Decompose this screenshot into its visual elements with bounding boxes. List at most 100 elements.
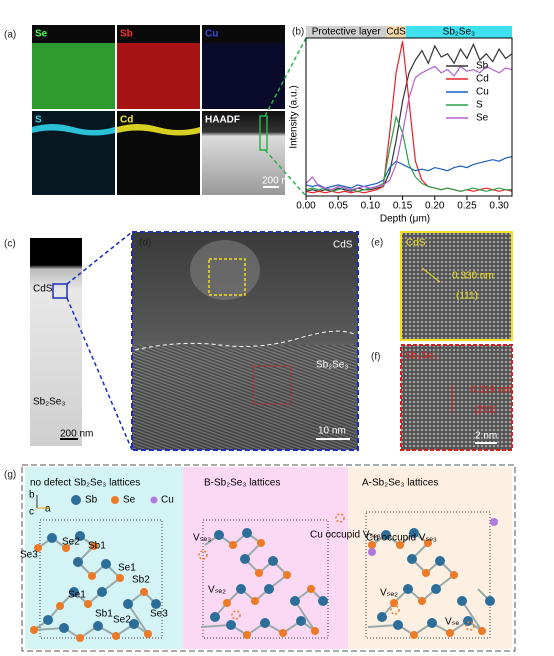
plot-area (306, 38, 512, 196)
axis-label: a (45, 504, 51, 515)
scale-bar-label: 10 nm (318, 426, 346, 437)
axis-label: b (29, 490, 35, 501)
vacancy (465, 621, 475, 631)
bond (294, 600, 316, 632)
region-box (252, 365, 292, 405)
tem-image (30, 238, 82, 446)
sb-atom (101, 559, 111, 569)
atom-label: Sb1 (95, 609, 113, 620)
se-atom (255, 569, 263, 577)
spacing-marker (421, 267, 441, 283)
map-label: HAADF (205, 115, 240, 126)
layer-label: CdS (386, 27, 406, 38)
phase-label: Sb₂Se₃ (316, 360, 348, 371)
phase-label: CdS (406, 238, 426, 249)
se-atom (34, 544, 42, 552)
scale-bar (475, 442, 497, 444)
atom-label: Se3 (20, 550, 38, 561)
map-label: Sb (120, 29, 133, 40)
map-label: Se (35, 29, 48, 40)
atom-label: Se1 (68, 590, 86, 601)
vacancy (390, 605, 400, 615)
atom-label: Se2 (113, 615, 131, 626)
d-spacing: 0.319 nm (470, 385, 512, 396)
layer-label: Sb₂Se₃ (443, 27, 475, 38)
panel-label: (f) (371, 352, 380, 363)
section-title: A-Sb₂Se₃ lattices (362, 478, 438, 489)
se-atom (84, 600, 92, 608)
legend-marker (150, 496, 158, 504)
plane-label: (111) (456, 291, 478, 302)
se-atom (307, 585, 315, 593)
map-label: Cu (205, 29, 218, 40)
x-axis-label: Depth (μm) (380, 214, 430, 225)
sb-atom (463, 616, 473, 626)
sb-atom (290, 596, 300, 606)
se-atom (56, 602, 64, 610)
sb-atom (214, 530, 224, 540)
vacancy (231, 610, 241, 620)
sb-atom (210, 612, 220, 622)
sb-atom (240, 554, 250, 564)
atom-label: Vₛₑ (445, 617, 459, 628)
x-tick-label: 0.10 (361, 201, 381, 212)
scale-bar (60, 438, 78, 440)
map-dark-top (117, 25, 200, 43)
legend-label: Sb (476, 61, 489, 72)
sb-atom (129, 619, 139, 629)
se-atom (229, 541, 237, 549)
panel-label: (e) (371, 238, 383, 249)
atom-label: Se3 (150, 609, 168, 620)
map-dark-top (32, 25, 115, 43)
sb-atom (431, 584, 441, 594)
sb-atom (264, 584, 274, 594)
plane-label: (211) (474, 405, 497, 416)
layer-band (386, 26, 406, 38)
panel-label: (c) (4, 239, 16, 250)
sb-atom (427, 618, 437, 628)
scale-bar (263, 186, 279, 188)
series-line (305, 65, 513, 191)
sb-atom (75, 531, 85, 541)
panel-frame (131, 231, 359, 451)
se-atom (62, 544, 70, 552)
atom-label: Vₛₑ₂ (380, 588, 398, 599)
lattice (30, 513, 498, 642)
layer-band (405, 26, 512, 38)
hrtem-image (400, 231, 513, 341)
map-band (117, 124, 200, 136)
atom-label: Cu occupid Vₛₑ₃ (366, 533, 437, 544)
se-atom (422, 569, 430, 577)
map-label: S (35, 115, 42, 126)
se-atom (30, 626, 38, 634)
panel-label: (b) (292, 27, 304, 38)
sb-atom (59, 623, 69, 633)
vacancy (198, 550, 208, 560)
sb-atom (377, 612, 387, 622)
legend-marker (111, 496, 119, 504)
sb-atom (226, 620, 236, 630)
sb-atom (43, 615, 53, 625)
vacancy (335, 513, 345, 523)
legend-label: S (476, 100, 483, 111)
legend-label: Cd (476, 74, 489, 85)
scale-bar-label: 200 nm (60, 429, 93, 440)
scale-bar (316, 438, 350, 440)
region-box (52, 283, 68, 299)
se-atom (90, 542, 98, 550)
se-atom (243, 631, 251, 639)
sb-atom (268, 556, 278, 566)
sb-atom (381, 530, 391, 540)
x-tick-label: 0.30 (489, 201, 509, 212)
grain (190, 240, 260, 300)
se-atom (390, 599, 398, 607)
se-atom (76, 634, 84, 642)
x-tick-label: 0.15 (393, 201, 413, 212)
se-atom (424, 539, 432, 547)
se-atom (283, 571, 291, 579)
sb-atom (47, 533, 57, 543)
scale-bar-label: 200 nm (262, 176, 295, 187)
sb-atom (69, 587, 79, 597)
plot-frame (305, 37, 513, 197)
panel-label: (d) (139, 238, 151, 249)
